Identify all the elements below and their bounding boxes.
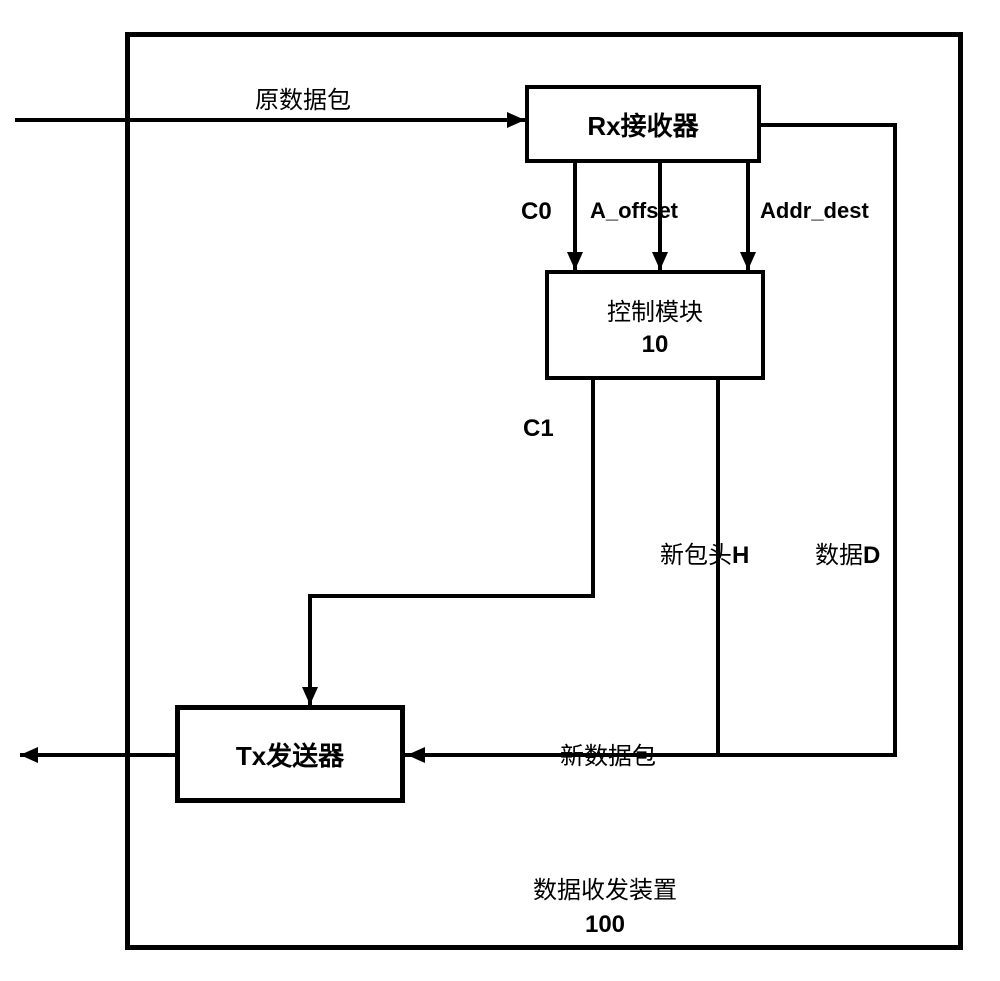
edge-c1-h [308,594,595,598]
edge-c1-v1 [591,380,595,598]
rx-receiver-box: Rx接收器 [525,85,761,163]
edge-data-h [761,123,897,127]
ctrl-label-line1: 控制模块 [607,292,703,327]
label-input-rx: 原数据包 [255,80,351,115]
arrow-input-rx [507,112,525,128]
label-newheader: 新包头H [660,535,749,570]
ctrl-label-line2: 10 [642,331,669,359]
rx-label: Rx接收器 [587,106,698,143]
edge-data-v [893,123,897,757]
tx-label: Tx发送器 [236,736,344,773]
label-c0: C0 [521,198,552,226]
edge-input-rx [15,118,525,122]
device-container [125,32,963,950]
arrow-addrdest [740,252,756,270]
edge-tx-out [20,753,175,757]
label-addrdest: Addr_dest [760,198,869,224]
container-title: 数据收发装置 100 [533,870,677,939]
arrow-c1 [302,687,318,705]
arrow-aoffset [652,252,668,270]
arrow-newpkt [407,747,425,763]
arrow-c0 [567,252,583,270]
arrow-tx-out [20,747,38,763]
label-newpkt: 新数据包 [560,736,656,771]
control-module-box: 控制模块 10 [545,270,765,380]
container-title-text: 数据收发装置 [533,870,677,905]
label-data: 数据D [815,535,880,570]
label-c1: C1 [523,415,554,443]
label-aoffset: A_offset [590,198,678,224]
tx-transmitter-box: Tx发送器 [175,705,405,803]
container-subtitle: 100 [533,911,677,939]
